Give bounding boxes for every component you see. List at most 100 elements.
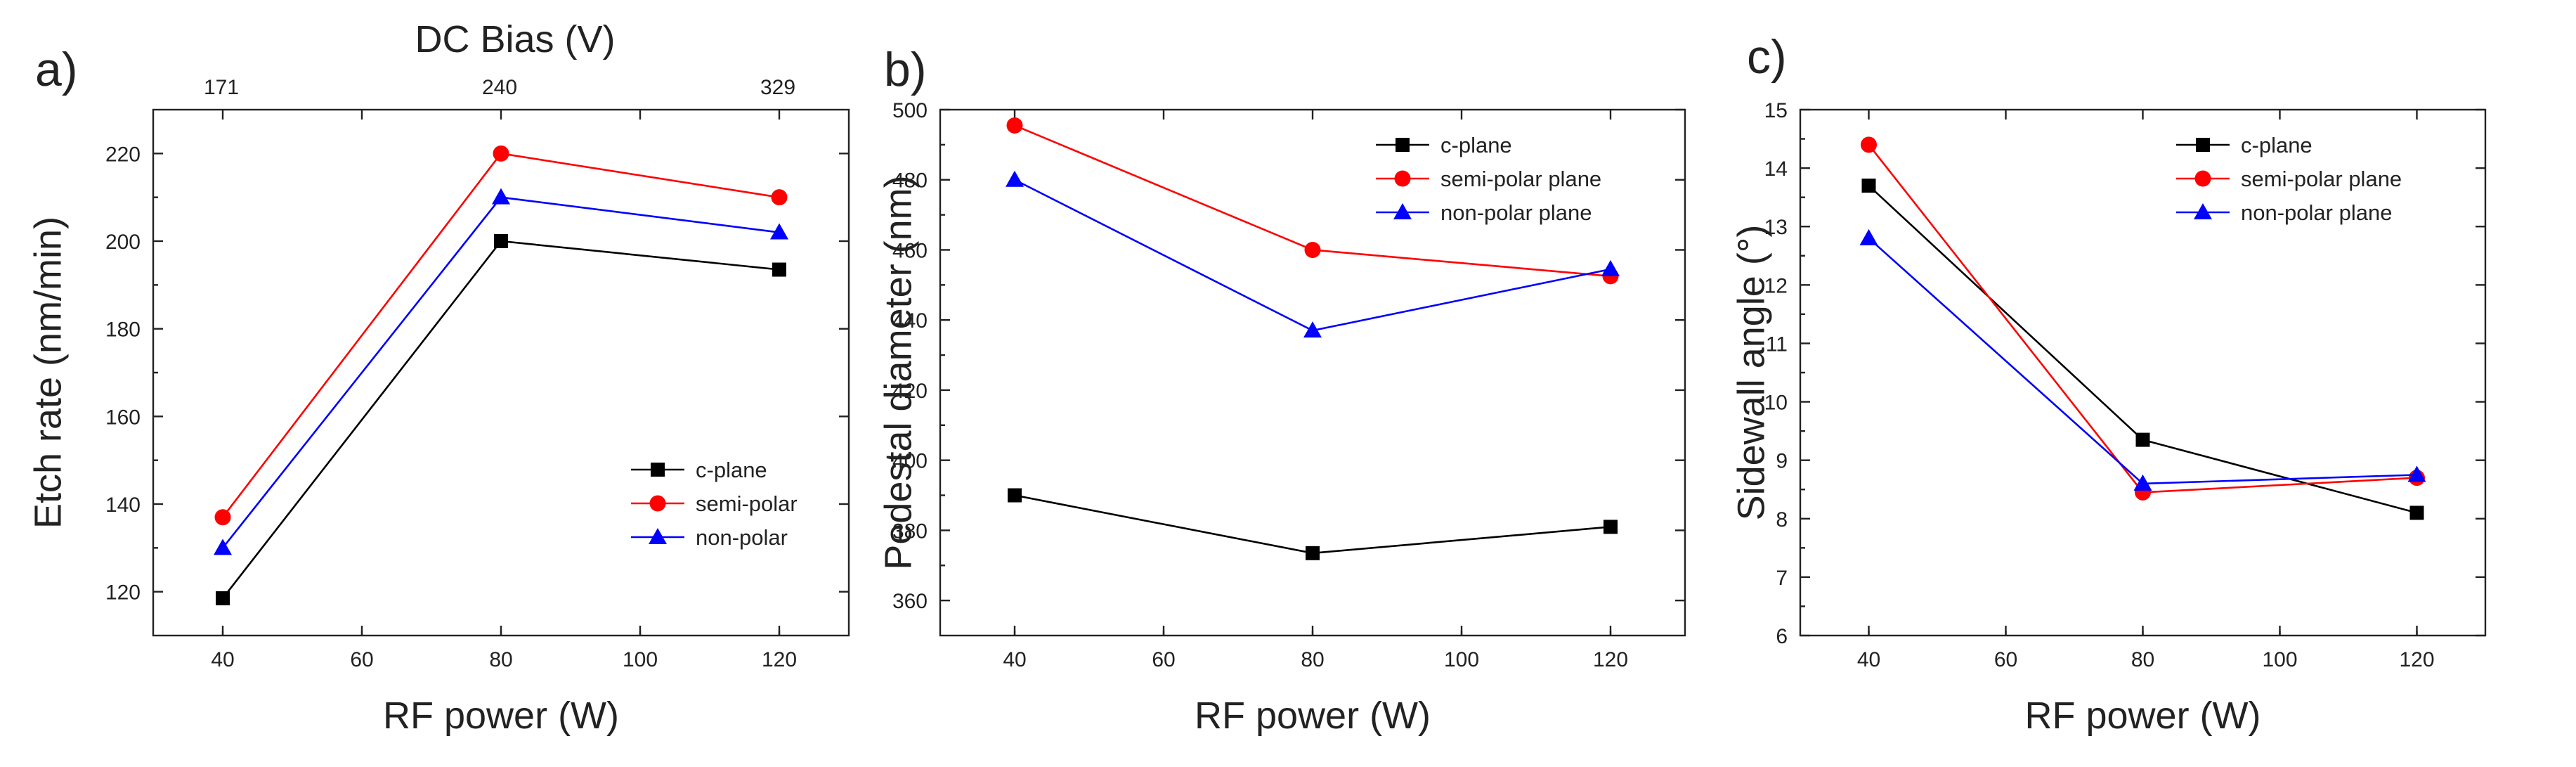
y-tick-label: 400 [892, 450, 928, 473]
y-tick-label: 220 [105, 143, 141, 166]
y-tick-label: 12 [1764, 274, 1788, 297]
x-tick-label: 120 [762, 648, 797, 671]
data-point [214, 539, 232, 555]
y-tick-label: 10 [1764, 392, 1788, 415]
x-tick-label: 60 [1152, 648, 1175, 671]
data-point [1601, 259, 1620, 276]
data-point [2407, 465, 2426, 482]
panel-label: c) [1747, 30, 1787, 84]
data-point [1008, 488, 1022, 503]
data-point [1006, 170, 1024, 187]
x-tick-label: 100 [1444, 648, 1479, 671]
series-line-1 [1014, 494, 1611, 555]
top-axis-tick-label: 329 [760, 76, 795, 99]
x-tick-label: 40 [1857, 648, 1880, 671]
y-tick-label: 420 [892, 380, 928, 403]
x-tick-label: 60 [1994, 648, 2017, 671]
x-tick-label: 120 [1593, 648, 1628, 671]
x-tick-label: 80 [1301, 648, 1324, 671]
data-point [1861, 136, 1877, 153]
data-point [493, 145, 509, 162]
legend-marker [2194, 170, 2211, 187]
x-tick-label: 60 [350, 648, 373, 671]
y-tick-label: 15 [1764, 99, 1788, 122]
y-tick-label: 9 [1776, 450, 1788, 473]
y-tick-label: 480 [892, 169, 928, 193]
chart-panel-3: 40 60 80 100 120 6 7 8 9 10 11 12 13 14 15 RF power (W)… [1730, 30, 2487, 737]
top-axis-tick-label: 240 [482, 76, 517, 99]
legend-label: non-polar plane [1440, 200, 1592, 225]
y-tick-label: 360 [892, 590, 928, 613]
y-tick-label: 200 [105, 231, 141, 254]
legend-label: semi-polar plane [1440, 167, 1601, 191]
legend: c-plane semi-polar plane non-polar plane [2176, 133, 2402, 225]
legend-marker [1396, 138, 1410, 152]
legend: c-plane semi-polar plane non-polar plane [1376, 133, 1601, 225]
y-tick-label: 160 [105, 406, 141, 429]
panel-label: a) [35, 43, 77, 96]
data-point [494, 234, 508, 248]
legend-label: non-polar [696, 525, 788, 550]
legend-marker [1394, 170, 1411, 187]
x-tick-label: 100 [623, 648, 658, 671]
x-tick-label: 40 [211, 648, 234, 671]
panel-label: b) [884, 43, 926, 96]
y-axis-title: Sidewall angle (°) [1730, 225, 1772, 521]
legend-label: semi-polar plane [2241, 167, 2402, 191]
series-line-1 [1868, 185, 2417, 514]
data-point [1006, 117, 1023, 134]
x-tick-label: 40 [1003, 648, 1026, 671]
x-tick-label: 80 [489, 648, 512, 671]
data-point [1306, 546, 1320, 560]
y-tick-label: 13 [1764, 216, 1788, 239]
data-point [1604, 520, 1618, 534]
y-tick-label: 380 [892, 520, 928, 543]
y-tick-label: 7 [1776, 567, 1788, 590]
y-tick-label: 460 [892, 239, 928, 262]
data-point [216, 591, 230, 606]
x-tick-label: 80 [2131, 648, 2154, 671]
legend-marker [649, 528, 667, 544]
legend-label: semi-polar [696, 491, 798, 516]
y-tick-label: 140 [105, 494, 141, 517]
top-axis-title: DC Bias (V) [415, 18, 615, 60]
y-tick-label: 14 [1764, 157, 1788, 181]
x-tick-label: 120 [2399, 648, 2434, 671]
data-point [1303, 321, 1322, 338]
legend-marker [2194, 203, 2212, 219]
data-point [214, 509, 231, 526]
y-tick-label: 500 [892, 99, 928, 122]
data-point [1861, 179, 1876, 193]
legend-label: non-polar plane [2241, 200, 2392, 225]
y-tick-label: 6 [1776, 625, 1788, 648]
data-point [2133, 474, 2152, 491]
data-point [2135, 432, 2150, 447]
x-axis-title: RF power (W) [1195, 695, 1431, 737]
legend-marker [2196, 138, 2210, 152]
legend-marker [649, 495, 666, 512]
y-tick-label: 440 [892, 309, 928, 333]
legend-label: c-plane [1440, 133, 1512, 157]
legend-label: c-plane [2241, 133, 2312, 157]
x-axis-title: RF power (W) [2025, 695, 2261, 737]
data-point [492, 188, 510, 205]
data-point [771, 189, 788, 206]
x-axis-title: RF power (W) [383, 695, 619, 737]
legend-label: c-plane [696, 458, 767, 482]
data-point [1859, 228, 1878, 245]
chart-panel-2: 40 60 80 100 120 360 380 400 420 440 460 480 500 RF p… [877, 43, 1686, 737]
y-tick-label: 11 [1766, 333, 1788, 356]
y-axis-title: Etch rate (nm/min) [27, 217, 69, 529]
legend-marker [1393, 203, 1412, 219]
legend-marker [651, 463, 665, 477]
top-axis-tick-label: 171 [204, 76, 239, 99]
chart-panel-1: 40 60 80 100 120 120 140 160 180 200 220 RF power (… [27, 18, 850, 737]
legend: c-plane semi-polar non-polar [631, 458, 798, 550]
data-point [772, 262, 786, 277]
y-axis-title: Pedestal diameter (nm) [877, 175, 919, 569]
data-point [770, 223, 788, 240]
x-tick-label: 100 [2262, 648, 2297, 671]
y-tick-label: 180 [105, 318, 141, 342]
y-tick-label: 120 [105, 581, 141, 605]
